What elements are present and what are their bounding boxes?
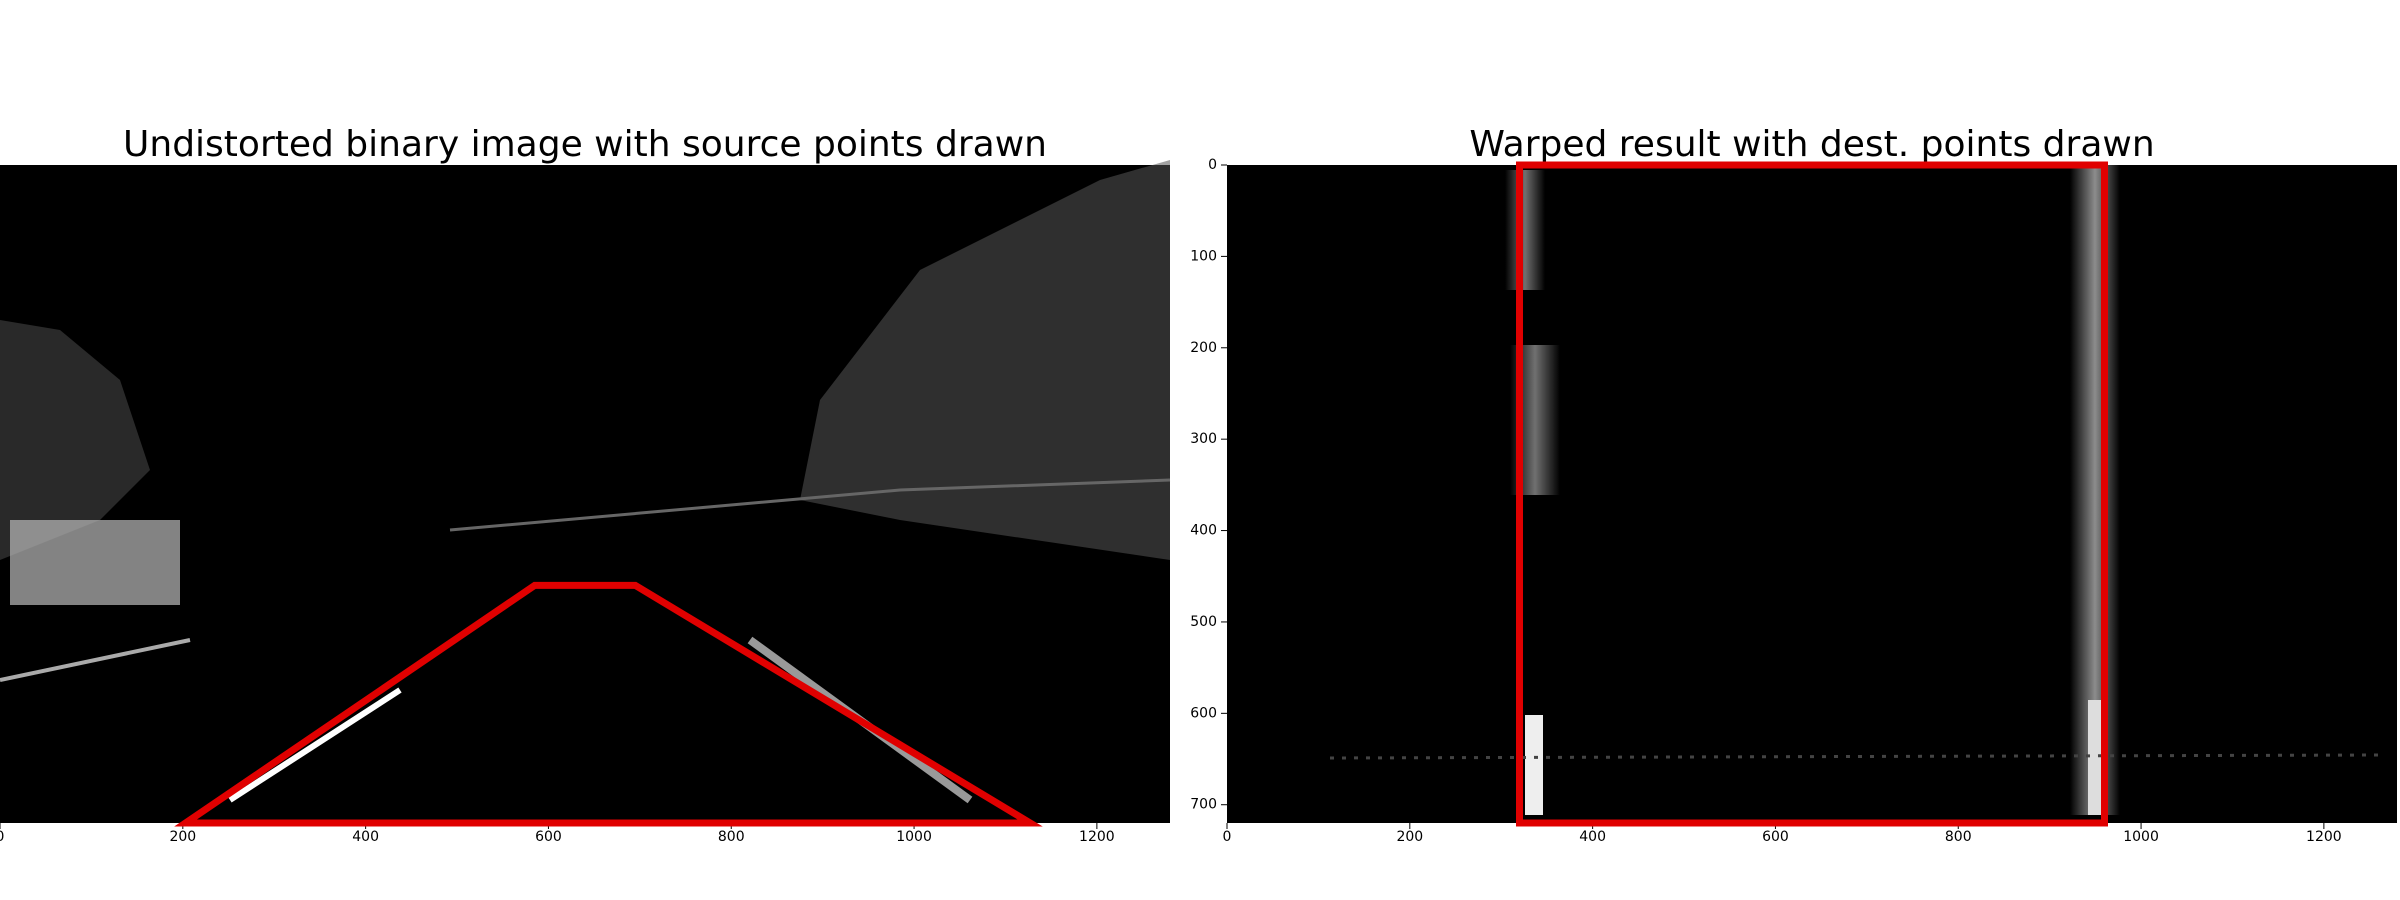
y-tick-label: 500 xyxy=(1190,614,1217,630)
horizon-edges xyxy=(449,478,1171,532)
point-polygon xyxy=(1516,161,2108,827)
y-tick-label: 0 xyxy=(1208,157,1217,173)
left-image xyxy=(0,160,1171,823)
x-tick-label: 400 xyxy=(352,829,379,845)
image-background xyxy=(1227,165,2397,823)
chart-title: Warped result with dest. points drawn xyxy=(1469,124,2154,165)
x-tick-label: 600 xyxy=(535,829,562,845)
lane-marking xyxy=(0,638,191,682)
lane-marking xyxy=(228,687,402,803)
x-tick-label: 800 xyxy=(718,829,745,845)
chart-title: Undistorted binary image with source poi… xyxy=(123,124,1047,165)
right-image xyxy=(1227,165,2397,823)
y-tick-label: 100 xyxy=(1190,248,1217,264)
x-tick-label: 200 xyxy=(169,829,196,845)
lane-marking xyxy=(2088,700,2102,815)
y-tick-label: 600 xyxy=(1190,705,1217,721)
y-tick-label: 700 xyxy=(1190,797,1217,813)
x-tick-label: 600 xyxy=(1762,829,1789,845)
texture xyxy=(800,160,1170,560)
car xyxy=(10,520,180,605)
x-tick-label: 400 xyxy=(1579,829,1606,845)
lane-marking xyxy=(1525,715,1543,815)
x-tick-label: 1000 xyxy=(2123,829,2159,845)
texture xyxy=(0,320,150,560)
lane-blur xyxy=(1505,170,1545,290)
x-tick-label: 200 xyxy=(1396,829,1423,845)
y-tick-label: 400 xyxy=(1190,523,1217,539)
x-tick-label: 1200 xyxy=(1079,829,1115,845)
x-tick-label: 1000 xyxy=(896,829,932,845)
x-tick-label: 800 xyxy=(1945,829,1972,845)
x-tick-label: 0 xyxy=(1223,829,1232,845)
x-tick-label: 1200 xyxy=(2306,829,2342,845)
y-tick-label: 300 xyxy=(1190,431,1217,447)
x-tick-label: 0 xyxy=(0,829,4,845)
point-polygon xyxy=(174,581,1043,827)
y-tick-label: 200 xyxy=(1190,340,1217,356)
